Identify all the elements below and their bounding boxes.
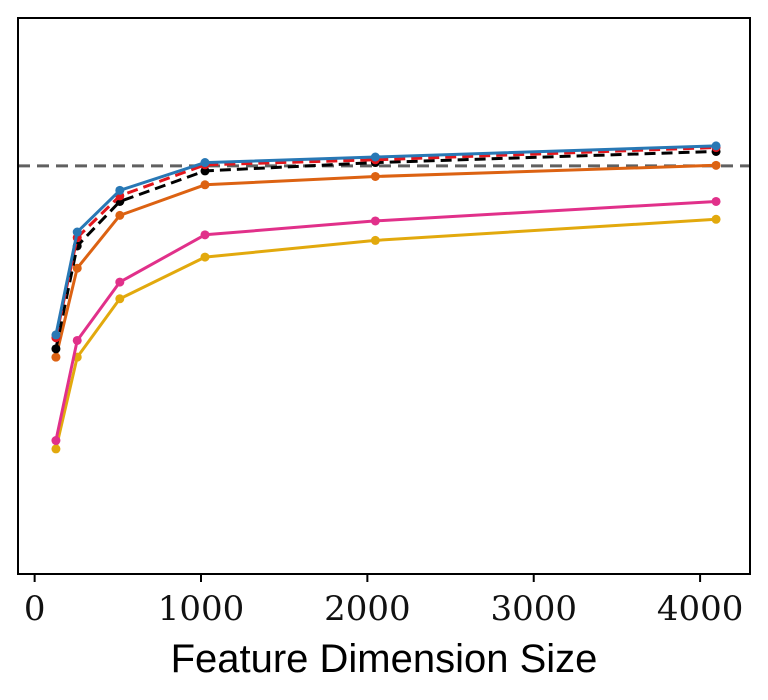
data-point	[115, 210, 125, 220]
data-point	[72, 335, 82, 345]
data-point	[711, 196, 721, 206]
data-point	[51, 436, 61, 446]
series-line-blue	[54, 144, 717, 336]
series-black	[51, 146, 721, 354]
data-point	[115, 277, 125, 287]
series-line-yellow	[54, 217, 717, 450]
data-point	[72, 263, 82, 273]
plot-frame	[17, 17, 751, 575]
data-point	[51, 330, 61, 340]
series-red	[51, 143, 721, 343]
series-orange	[51, 160, 721, 362]
data-point	[370, 235, 380, 245]
data-point	[370, 152, 380, 162]
series-line-black	[54, 149, 717, 350]
x-tick-label: 2000	[324, 589, 411, 629]
series-yellow	[51, 214, 721, 454]
x-axis-title: Feature Dimension Size	[171, 637, 598, 681]
x-tick-label: 3000	[490, 589, 577, 629]
data-point	[200, 180, 210, 190]
data-point	[711, 160, 721, 170]
series-pink	[51, 196, 721, 446]
plot-layer	[18, 141, 750, 454]
data-point	[115, 185, 125, 195]
data-point	[51, 352, 61, 362]
data-point	[370, 171, 380, 181]
series-blue	[51, 141, 721, 340]
x-tick-label: 1000	[158, 589, 245, 629]
data-point	[200, 158, 210, 168]
series-line-orange	[54, 163, 717, 358]
data-point	[51, 444, 61, 454]
data-point	[711, 214, 721, 224]
x-axis: 0 1000 2000 3000 4000	[24, 574, 744, 629]
data-point	[200, 252, 210, 262]
data-point	[711, 141, 721, 151]
data-point	[370, 216, 380, 226]
x-tick-label: 0	[24, 589, 46, 629]
x-tick-label: 4000	[657, 589, 744, 629]
series-line-pink	[54, 200, 717, 441]
data-point	[115, 294, 125, 304]
data-point	[72, 227, 82, 237]
data-point	[51, 344, 61, 354]
data-point	[200, 230, 210, 240]
